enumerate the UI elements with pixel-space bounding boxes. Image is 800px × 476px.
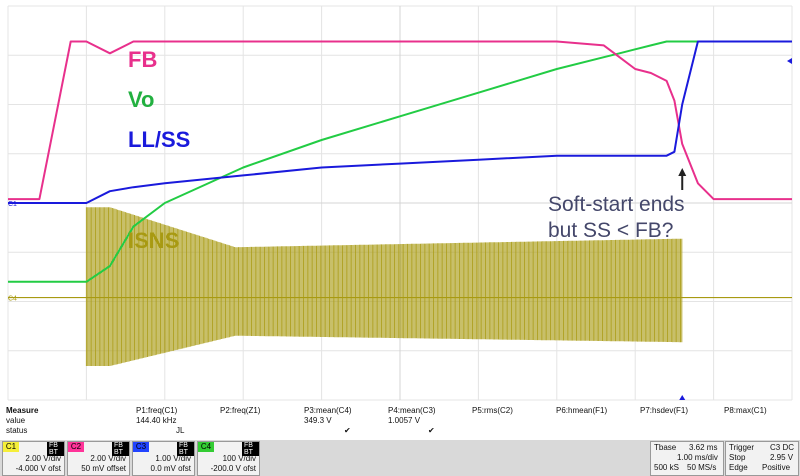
measure-row-label: Measure [6, 406, 39, 415]
channel-c2-tag: C2 [68, 442, 84, 452]
label-vo: Vo [128, 87, 155, 112]
annotation-line-2: but SS < FB? [548, 219, 674, 242]
measure-panel: Measure value status P1:freq(C1) 144.40 k… [0, 404, 800, 440]
timebase-div: 1.00 ms/div [677, 453, 718, 462]
value-row-label: value [6, 416, 26, 425]
waveform-area: C1 C4 FB Vo LL/SS ISNS Soft-start ends bu… [7, 5, 793, 401]
series-fb-line [8, 40, 792, 201]
timebase-samples: 500 kS [654, 463, 679, 472]
channel-bar: C1 FB BT 2.00 V/div -4.000 V ofst C2 FB BT 2.0… [0, 440, 800, 476]
marker-c4: C4 [8, 296, 17, 303]
channel-c3-scale: 1.00 V/div [155, 454, 191, 463]
trigger-label: Trigger [729, 443, 755, 452]
marker-c1: C1 [8, 201, 17, 208]
measure-p4-status: ✔ [428, 426, 435, 435]
series-llss-line [8, 40, 792, 204]
measure-p3-status: ✔ [344, 426, 351, 435]
trigger-channels: C3 DC [770, 443, 795, 452]
label-llss: LL/SS [128, 127, 191, 152]
measure-p3-value: 349.3 V [304, 416, 332, 425]
channel-c3-tag: C3 [133, 442, 149, 452]
label-fb: FB [128, 47, 158, 72]
trigger-box[interactable]: Trigger C3 DC Stop 2.95 V Edge Positive [725, 441, 799, 476]
channel-c2-icons: FB BT [112, 442, 129, 456]
measure-p1-name[interactable]: P1:freq(C1) [136, 406, 178, 415]
channel-c4-scale: 100 V/div [222, 454, 256, 463]
channel-c1-icons: FB BT [47, 442, 64, 456]
measure-p5-name[interactable]: P5:rms(C2) [472, 406, 513, 415]
channel-c1-box[interactable]: C1 FB BT 2.00 V/div -4.000 V ofst [2, 441, 65, 476]
channel-c1-tag: C1 [3, 442, 19, 452]
channel-c4-offset: -200.0 V ofst [210, 464, 256, 473]
annotation-arrow-head [678, 168, 687, 176]
annotation-line-1: Soft-start ends [548, 193, 685, 216]
channel-c3-box[interactable]: C3 FB BT 1.00 V/div 0.0 mV ofst [132, 441, 195, 476]
trigger-time-marker [679, 395, 686, 400]
measure-p4-name[interactable]: P4:mean(C3) [388, 406, 436, 415]
channel-c4-tag: C4 [198, 442, 214, 452]
timebase-delay: 3.62 ms [689, 443, 718, 452]
annotation-text: Soft-start ends but SS < FB? [548, 192, 685, 244]
measure-p2-name[interactable]: P2:freq(Z1) [220, 406, 261, 415]
trigger-level-marker [787, 58, 792, 64]
trigger-level: 2.95 V [770, 453, 794, 462]
trigger-type: Edge [729, 463, 748, 472]
channel-c2-box[interactable]: C2 FB BT 2.00 V/div 50 mV offset [67, 441, 130, 476]
measure-p8-name[interactable]: P8:max(C1) [724, 406, 767, 415]
measure-p6-name[interactable]: P6:hmean(F1) [556, 406, 608, 415]
series-isns-burst [85, 207, 683, 366]
measure-p1-value: 144.40 kHz [136, 416, 177, 425]
plot-svg: C1 C4 [7, 5, 793, 401]
timebase-rate: 50 MS/s [687, 463, 717, 472]
status-row-label: status [6, 426, 28, 435]
channel-c4-icons: FB BT [242, 442, 259, 456]
channel-c3-icons: FB BT [177, 442, 194, 456]
trigger-slope: Positive [762, 463, 791, 472]
measure-p1-status: JL [176, 426, 185, 435]
measure-p7-name[interactable]: P7:hsdev(F1) [640, 406, 689, 415]
channel-c1-scale: 2.00 V/div [25, 454, 61, 463]
timebase-label: Tbase [654, 443, 677, 452]
trigger-mode: Stop [729, 453, 746, 462]
timebase-box[interactable]: Tbase 3.62 ms 1.00 ms/div 500 kS 50 MS/s [650, 441, 724, 476]
channel-c3-offset: 0.0 mV ofst [150, 464, 191, 473]
measure-p3-name[interactable]: P3:mean(C4) [304, 406, 352, 415]
measure-p4-value: 1.0057 V [388, 416, 421, 425]
channel-c2-scale: 2.00 V/div [90, 454, 126, 463]
label-isns: ISNS [128, 228, 180, 253]
channel-c1-offset: -4.000 V ofst [15, 464, 61, 473]
channel-c4-box[interactable]: C4 FB BT 100 V/div -200.0 V ofst [197, 441, 260, 476]
channel-c2-offset: 50 mV offset [81, 464, 126, 473]
